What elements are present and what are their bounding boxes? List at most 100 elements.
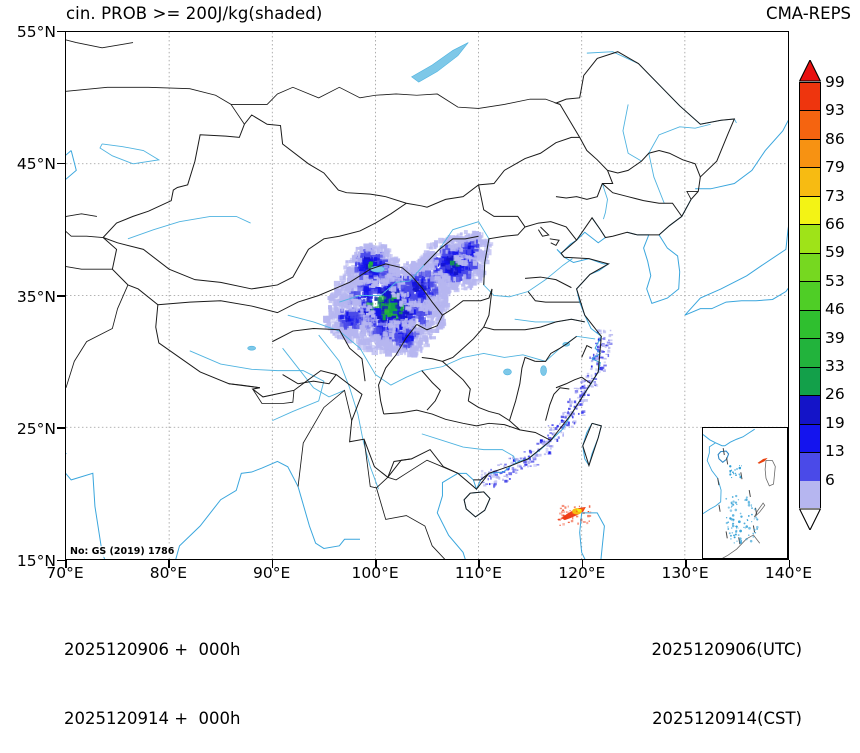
- shading-cell: [418, 307, 423, 312]
- shading-cell: [475, 239, 478, 244]
- shading-cell: [398, 311, 403, 315]
- inset-island-speck: [731, 514, 735, 517]
- shading-cell: [392, 311, 399, 315]
- shading-cell: [466, 255, 472, 258]
- colorbar-tick-label: 86: [825, 129, 845, 148]
- river: [622, 104, 642, 162]
- shading-cell: [328, 297, 333, 304]
- shading-cell: [378, 271, 385, 279]
- shading-cell: [333, 280, 341, 287]
- shading-cell: [571, 416, 574, 419]
- shading-cell: [593, 383, 597, 385]
- shading-cell: [381, 347, 386, 350]
- border-line: [66, 284, 129, 388]
- colorbar[interactable]: [799, 60, 821, 530]
- shading-cell: [467, 249, 472, 255]
- shading-cell: [490, 468, 493, 471]
- shading-cell: [532, 457, 537, 461]
- footer-line: 2025120906 + 000h: [64, 640, 241, 659]
- shading-cell: [588, 505, 591, 508]
- shading-cell: [419, 337, 423, 342]
- shading-cell: [451, 237, 454, 245]
- map-plot-area[interactable]: No: GS (2019) 1786: [65, 31, 789, 560]
- shading-cell: [435, 322, 443, 330]
- shading-cell: [595, 368, 598, 372]
- shading-cell: [345, 262, 349, 267]
- shading-cell: [353, 335, 360, 339]
- shading-cell: [412, 267, 416, 270]
- shading-cell: [372, 270, 378, 276]
- shading-cell: [391, 293, 395, 298]
- inset-island-speck: [734, 530, 738, 534]
- shading-cell: [347, 268, 351, 276]
- inset-island-speck: [739, 529, 742, 533]
- shading-cell: [580, 390, 583, 393]
- shading-cell: [382, 314, 386, 321]
- shading-cell: [582, 386, 586, 390]
- shading-cell: [387, 316, 391, 322]
- border-line: [601, 183, 683, 217]
- shading-cell: [350, 283, 357, 288]
- inset-island-speck: [728, 532, 731, 535]
- shading-cell: [545, 447, 549, 450]
- shading-cell: [431, 258, 435, 265]
- shading-cell: [442, 256, 449, 260]
- shading-cell: [414, 331, 420, 335]
- shading-cell: [409, 298, 416, 301]
- shading-cell: [573, 387, 578, 390]
- shading-cell: [408, 269, 415, 275]
- shading-cell: [562, 426, 566, 430]
- inset-island-speck: [729, 534, 732, 537]
- x-tick-label: 120°E: [558, 564, 606, 582]
- shading-cell: [608, 339, 613, 342]
- shading-cell: [381, 291, 386, 297]
- shading-cell: [430, 305, 435, 311]
- shading-cell: [567, 511, 570, 513]
- shading-cell: [373, 257, 377, 262]
- shading-cell: [374, 296, 378, 301]
- shading-cell: [567, 421, 570, 425]
- shading-cell: [560, 517, 563, 520]
- inset-island-speck: [734, 526, 736, 528]
- shading-cell: [364, 259, 369, 265]
- shading-cell: [472, 268, 478, 274]
- shading-cell: [552, 433, 555, 436]
- shading-cell: [426, 328, 431, 335]
- shading-cell: [362, 259, 366, 265]
- shading-cell: [529, 451, 533, 454]
- inset-island-speck: [731, 524, 735, 528]
- shading-cell: [565, 421, 569, 425]
- shading-cell: [453, 271, 459, 275]
- shading-cell: [605, 353, 608, 355]
- shading-cell: [423, 343, 430, 348]
- shading-cell: [377, 287, 381, 294]
- colorbar-cell: [800, 224, 820, 253]
- inset-hainan: [717, 450, 730, 463]
- shading-cell: [442, 266, 446, 273]
- shading-cell: [601, 369, 604, 371]
- shading-cell: [418, 271, 425, 279]
- shading-cell: [562, 515, 566, 518]
- inset-island-speck: [737, 534, 740, 537]
- shading-cell: [335, 289, 343, 292]
- shading-cell: [416, 333, 421, 337]
- shading-cell: [367, 312, 371, 316]
- shading-cell: [368, 274, 375, 278]
- shading-cell: [587, 393, 590, 396]
- shading-cell: [487, 477, 490, 481]
- shading-cell: [389, 254, 393, 262]
- shading-cell: [502, 478, 504, 481]
- shading-cell: [602, 369, 606, 373]
- shading-cell: [344, 299, 347, 302]
- inset-island-speck: [739, 474, 741, 476]
- shading-cell: [442, 305, 446, 309]
- shading-cell: [361, 321, 367, 326]
- shading-cell: [604, 346, 607, 349]
- shading-cell: [449, 255, 454, 262]
- shading-cell: [606, 341, 611, 343]
- inset-coastline: [764, 460, 776, 487]
- inset-island-speck: [730, 538, 732, 540]
- shading-cell: [374, 262, 381, 267]
- shading-cell: [399, 300, 404, 307]
- shading-cell: [438, 288, 442, 296]
